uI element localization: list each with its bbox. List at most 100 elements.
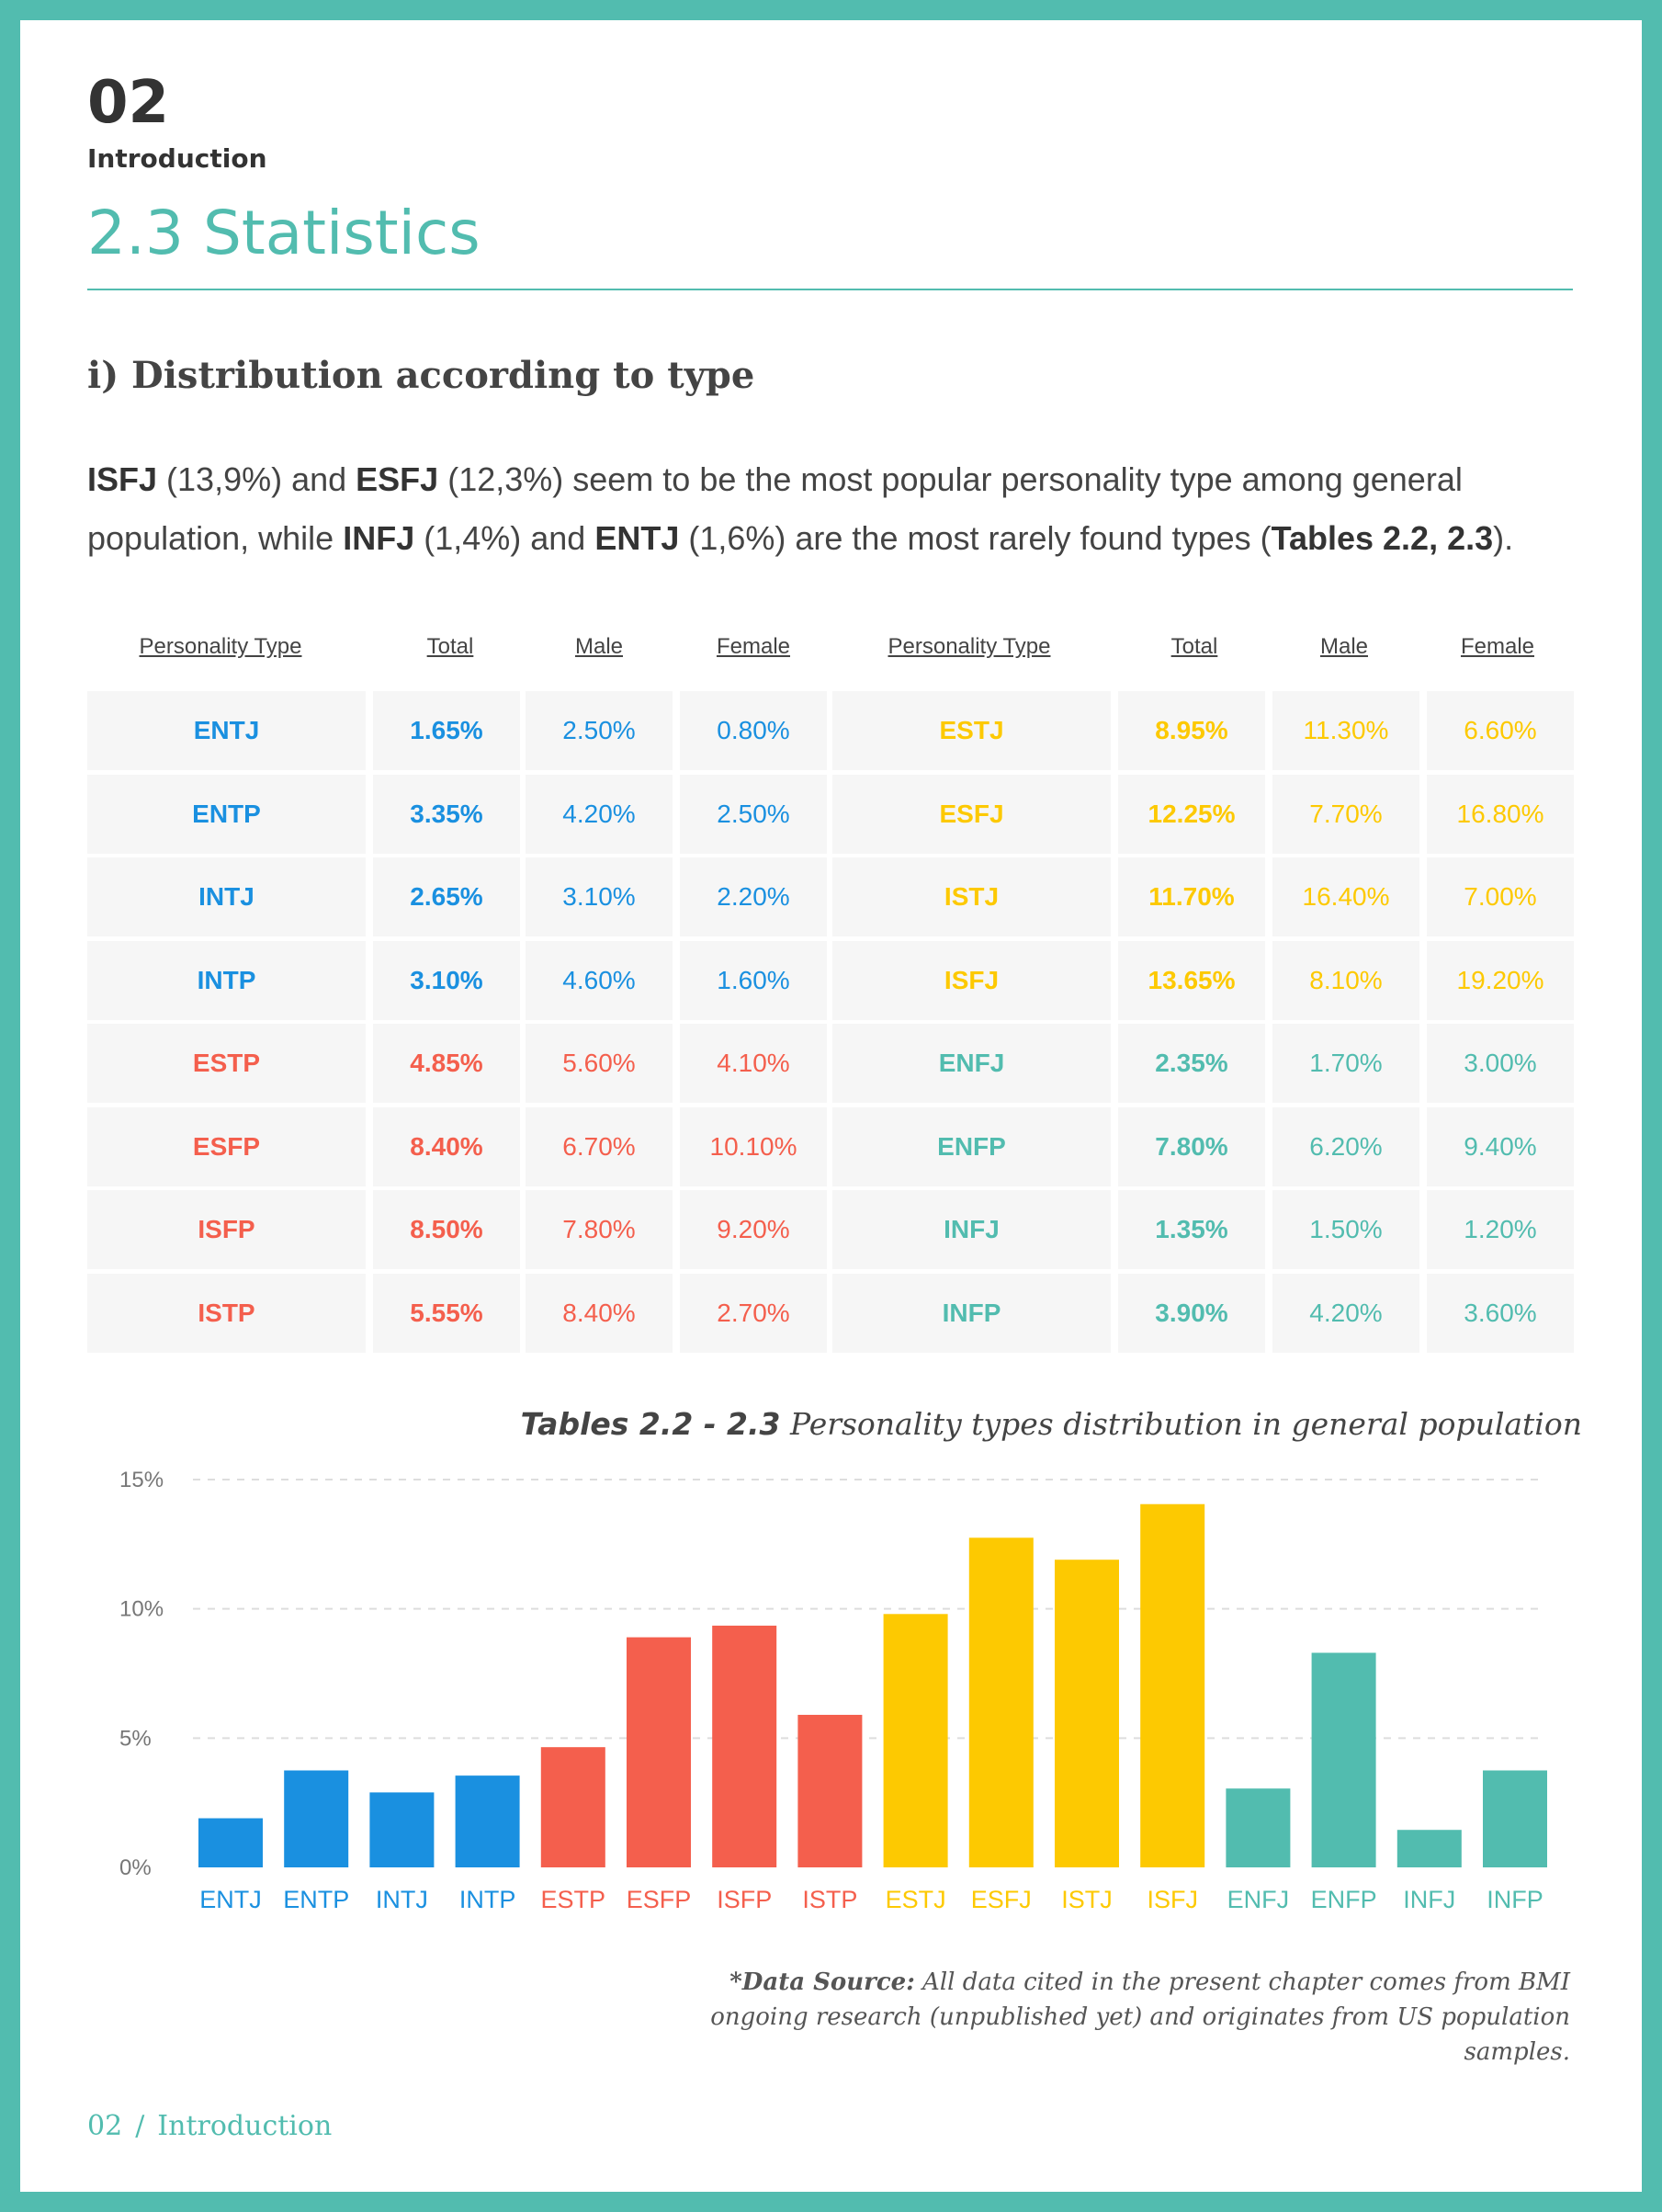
table-cell-female: 1.60%	[680, 940, 827, 1020]
table-cell-male: 2.50%	[526, 691, 673, 770]
table-header-left-1: Total	[426, 634, 474, 659]
chart-bar-estp	[540, 1747, 605, 1867]
section-title: 2.3 Statistics	[87, 198, 481, 268]
table-cell-total: 8.40%	[373, 1106, 520, 1186]
chart-bar-istj	[1055, 1560, 1119, 1867]
chapter-number: 02	[87, 69, 170, 137]
table-cell-male: 11.30%	[1272, 691, 1419, 770]
chart-bar-enfj	[1226, 1788, 1291, 1867]
table-cell-female: 9.20%	[680, 1190, 827, 1269]
chart-xtick-label: ESTJ	[886, 1886, 946, 1913]
table-cell-female: 2.20%	[680, 857, 827, 936]
table-cell-type: INFP	[832, 1273, 1111, 1353]
table-header-left-2: Male	[574, 634, 624, 659]
table-cell-total: 12.25%	[1118, 774, 1265, 854]
table-cell-male: 7.80%	[526, 1190, 673, 1269]
chart-bar-infj	[1396, 1830, 1462, 1867]
chart-xtick-label: INFJ	[1403, 1886, 1455, 1913]
table-cell-total: 13.65%	[1118, 940, 1265, 1020]
table-cell-type: INTJ	[87, 857, 366, 936]
table-cell-total: 8.50%	[373, 1190, 520, 1269]
chart-xtick-label: ISFP	[717, 1886, 772, 1913]
chart-ytick-label: 15%	[119, 1468, 164, 1492]
table-cell-type: ENFJ	[832, 1024, 1111, 1103]
table-cell-male: 1.70%	[1272, 1024, 1419, 1103]
chart-bar-esfj	[968, 1537, 1034, 1867]
table-cell-type: ENTP	[87, 774, 366, 854]
table-cell-male: 4.60%	[526, 940, 673, 1020]
table-cell-male: 16.40%	[1272, 857, 1419, 936]
chart-xtick-label: ENFJ	[1227, 1886, 1290, 1913]
chart-xtick-label: ISTJ	[1061, 1886, 1113, 1913]
chart-bar-enfp	[1311, 1652, 1376, 1867]
page-footer: 02/Introduction	[87, 2110, 333, 2142]
chart-xtick-label: ESTP	[541, 1886, 606, 1913]
table-cell-total: 3.10%	[373, 940, 520, 1020]
table-cell-female: 6.60%	[1427, 691, 1574, 770]
table-cell-type: ESFP	[87, 1106, 366, 1186]
table-cell-female: 4.10%	[680, 1024, 827, 1103]
table-cell-female: 2.70%	[680, 1273, 827, 1353]
table-cell-male: 1.50%	[1272, 1190, 1419, 1269]
table-cell-male: 7.70%	[1272, 774, 1419, 854]
table-cell-female: 10.10%	[680, 1106, 827, 1186]
table-cell-type: ISTJ	[832, 857, 1111, 936]
chart-xtick-label: ESFP	[627, 1886, 692, 1913]
table-cell-female: 19.20%	[1427, 940, 1574, 1020]
table-cell-male: 4.20%	[1272, 1273, 1419, 1353]
table-header-right-3: Female	[1460, 634, 1535, 659]
table-cell-female: 2.50%	[680, 774, 827, 854]
table-cell-female: 7.00%	[1427, 857, 1574, 936]
table-cell-type: ESFJ	[832, 774, 1111, 854]
table-cell-male: 8.40%	[526, 1273, 673, 1353]
chart-bar-infp	[1483, 1770, 1547, 1867]
chart-xtick-label: ENFP	[1311, 1886, 1377, 1913]
distribution-bar-chart: 0% 5% 10% 15% ENTJ ENTP INTJ INTP ESTP ESFP ISFP IS…	[119, 1468, 1547, 1913]
table-cell-female: 0.80%	[680, 691, 827, 770]
table-cell-female: 1.20%	[1427, 1190, 1574, 1269]
table-header-left-3: Female	[716, 634, 791, 659]
table-cell-type: ESTJ	[832, 691, 1111, 770]
chart-ytick-label: 10%	[119, 1597, 164, 1622]
chart-xtick-label: ESFJ	[971, 1886, 1032, 1913]
table-cell-male: 3.10%	[526, 857, 673, 936]
table-cell-type: ISTP	[87, 1273, 366, 1353]
table-cell-male: 8.10%	[1272, 940, 1419, 1020]
table-cell-type: ISFJ	[832, 940, 1111, 1020]
table-cell-type: INFJ	[832, 1190, 1111, 1269]
table-cell-total: 1.35%	[1118, 1190, 1265, 1269]
table-cell-female: 9.40%	[1427, 1106, 1574, 1186]
chart-bar-intj	[369, 1792, 435, 1867]
section-divider	[87, 289, 1573, 290]
table-cell-total: 1.65%	[373, 691, 520, 770]
intro-paragraph: ISFJ (13,9%) and ESFJ (12,3%) seem to be…	[87, 460, 1514, 557]
table-cell-total: 2.35%	[1118, 1024, 1265, 1103]
subsection-title: i) Distribution according to type	[87, 354, 755, 397]
chart-xtick-label: ISFJ	[1147, 1886, 1198, 1913]
chart-xtick-label: INFP	[1487, 1886, 1543, 1913]
chart-bar-entj	[198, 1818, 263, 1867]
table-cell-male: 5.60%	[526, 1024, 673, 1103]
chart-bar-esfp	[627, 1637, 691, 1867]
table-header-right-2: Male	[1319, 634, 1369, 659]
table-cell-type: ENFP	[832, 1106, 1111, 1186]
table-cell-type: ESTP	[87, 1024, 366, 1103]
table-cell-male: 4.20%	[526, 774, 673, 854]
table-cell-male: 6.70%	[526, 1106, 673, 1186]
table-cell-type: ENTJ	[87, 691, 366, 770]
chart-xtick-label: ENTP	[283, 1886, 349, 1913]
chart-xtick-label: ISTP	[802, 1886, 857, 1913]
table-cell-female: 3.60%	[1427, 1273, 1574, 1353]
table-cell-total: 4.85%	[373, 1024, 520, 1103]
table-cell-type: INTP	[87, 940, 366, 1020]
chart-xtick-label: INTJ	[376, 1886, 428, 1913]
chart-ytick-label: 0%	[119, 1855, 152, 1880]
table-caption: Tables 2.2 - 2.3 Personality types distr…	[520, 1406, 1582, 1442]
chart-bar-estj	[883, 1614, 948, 1867]
table-cell-female: 16.80%	[1427, 774, 1574, 854]
chart-ytick-label: 5%	[119, 1726, 152, 1751]
table-cell-female: 3.00%	[1427, 1024, 1574, 1103]
chart-bar-intp	[455, 1775, 520, 1867]
chart-bar-istp	[797, 1715, 863, 1867]
table-cell-total: 11.70%	[1118, 857, 1265, 936]
